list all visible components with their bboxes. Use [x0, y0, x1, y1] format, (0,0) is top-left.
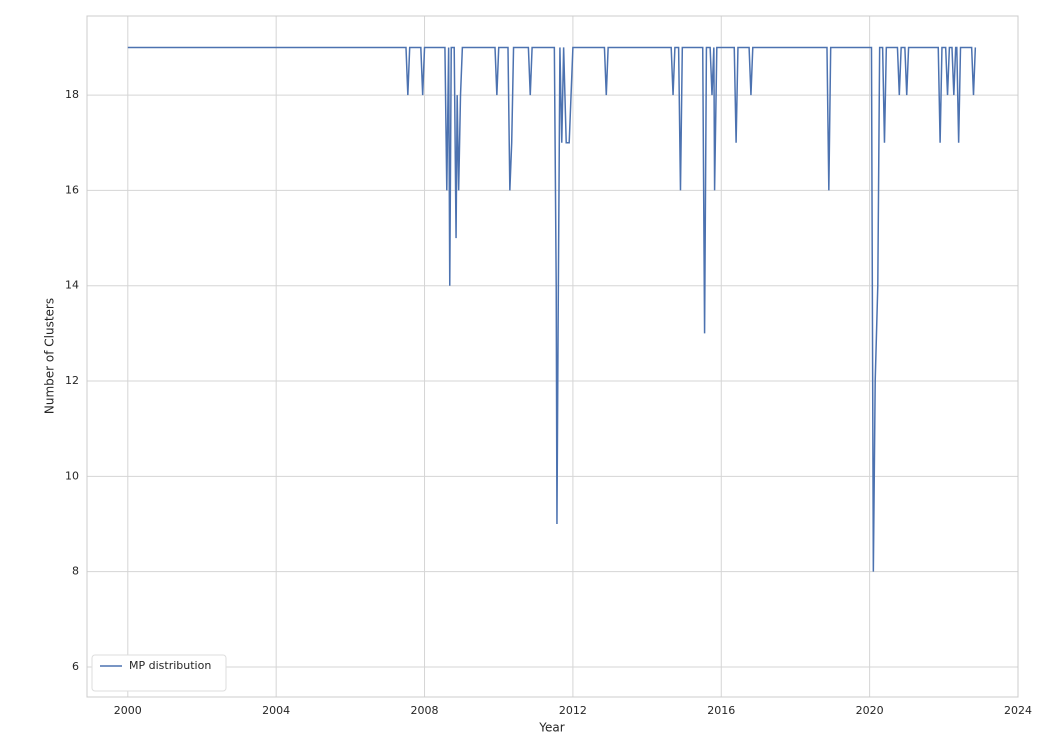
y-tick-label: 16: [65, 183, 79, 196]
x-tick-label: 2024: [1004, 704, 1032, 717]
data-line: [127, 46, 977, 572]
y-tick-label: 18: [65, 88, 79, 101]
legend-label: MP distribution: [129, 659, 211, 672]
y-axis-label: Number of Clusters: [43, 298, 57, 414]
x-tick-label: 2016: [707, 704, 735, 717]
x-tick-label: 2004: [262, 704, 290, 717]
x-tick-label: 2008: [411, 704, 439, 717]
y-tick-label: 8: [72, 565, 79, 578]
x-tick-label: 2012: [559, 704, 587, 717]
y-tick-label: 6: [72, 660, 79, 673]
plot-frame: [86, 15, 1019, 698]
y-tick-label: 12: [65, 374, 79, 387]
legend-box: [91, 654, 227, 692]
y-tick-label: 10: [65, 469, 79, 482]
x-tick-label: 2000: [114, 704, 142, 717]
x-axis-label: Year: [538, 721, 564, 735]
x-tick-label: 2020: [856, 704, 884, 717]
y-tick-label: 14: [65, 279, 79, 292]
